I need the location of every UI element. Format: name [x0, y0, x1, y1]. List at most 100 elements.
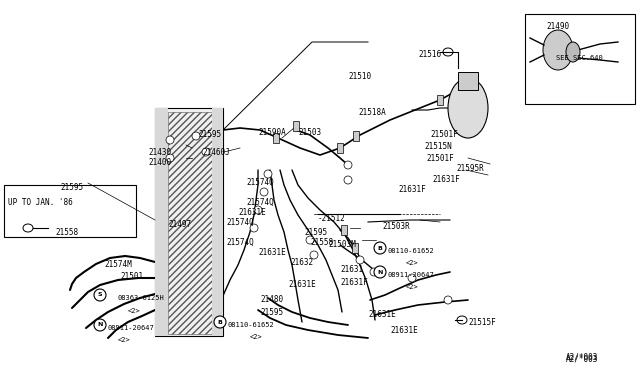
Text: 21574Q: 21574Q [226, 238, 253, 247]
Ellipse shape [443, 48, 453, 56]
Bar [353, 131, 359, 141]
Text: 21574Q: 21574Q [246, 198, 274, 207]
Bar [437, 95, 443, 105]
Text: 21480: 21480 [260, 295, 283, 304]
Text: 21558: 21558 [310, 238, 333, 247]
Circle shape [306, 236, 314, 244]
Circle shape [370, 268, 378, 276]
Ellipse shape [457, 316, 467, 324]
Text: 21490: 21490 [546, 22, 569, 31]
Circle shape [260, 188, 268, 196]
Text: 21503: 21503 [298, 128, 321, 137]
Text: 21501: 21501 [120, 272, 143, 281]
Bar [337, 143, 343, 153]
Text: 21574M: 21574M [104, 260, 132, 269]
Text: 21503R: 21503R [382, 222, 410, 231]
Bar [293, 121, 299, 131]
Circle shape [166, 154, 174, 162]
Text: <2>: <2> [118, 337, 131, 343]
Circle shape [374, 242, 386, 254]
Text: 21631E: 21631E [238, 208, 266, 217]
Text: SEE SEC.640: SEE SEC.640 [556, 55, 603, 61]
Text: 08110-61652: 08110-61652 [388, 248, 435, 254]
Text: N: N [378, 269, 383, 275]
Circle shape [356, 256, 364, 264]
Circle shape [344, 176, 352, 184]
Ellipse shape [448, 78, 488, 138]
Text: 21595: 21595 [304, 228, 327, 237]
Text: <2>: <2> [128, 308, 141, 314]
Text: 08110-61652: 08110-61652 [228, 322, 275, 328]
Circle shape [94, 289, 106, 301]
Bar [525, 14, 635, 104]
Text: 21632: 21632 [290, 258, 313, 267]
Text: S: S [98, 292, 102, 298]
Text: 21460J: 21460J [202, 148, 230, 157]
Bar [212, 108, 223, 336]
Text: 21400: 21400 [148, 158, 171, 167]
Text: 21595R: 21595R [456, 164, 484, 173]
Bar [352, 243, 358, 253]
Text: 21631F: 21631F [398, 185, 426, 194]
Text: N: N [97, 323, 102, 327]
Text: 21631E: 21631E [368, 310, 396, 319]
Text: 21631: 21631 [340, 265, 363, 274]
Text: 21501F: 21501F [426, 154, 454, 163]
Text: A2/*003: A2/*003 [566, 352, 598, 361]
Text: 21631E: 21631E [288, 280, 316, 289]
Text: 08911-20647: 08911-20647 [388, 272, 435, 278]
Circle shape [344, 161, 352, 169]
Text: 21503M: 21503M [328, 240, 356, 249]
Circle shape [444, 296, 452, 304]
Circle shape [374, 266, 386, 278]
Text: 21516: 21516 [418, 50, 441, 59]
Text: 21595: 21595 [198, 130, 221, 139]
Circle shape [202, 148, 210, 156]
Text: <2>: <2> [406, 260, 419, 266]
Ellipse shape [566, 42, 580, 62]
Text: 21558: 21558 [55, 228, 78, 237]
Text: -21512: -21512 [318, 214, 346, 223]
Circle shape [264, 170, 272, 178]
Text: B: B [378, 246, 383, 250]
Text: 21574Q: 21574Q [246, 178, 274, 187]
Text: 21595: 21595 [260, 308, 283, 317]
Bar [155, 108, 223, 336]
Text: 21430: 21430 [148, 148, 171, 157]
Bar [4, 185, 136, 237]
Circle shape [408, 274, 416, 282]
Circle shape [166, 136, 174, 144]
Text: 21595: 21595 [60, 183, 83, 192]
Text: 21631E: 21631E [390, 326, 418, 335]
Circle shape [310, 251, 318, 259]
Bar [341, 225, 347, 235]
Text: <2>: <2> [250, 334, 263, 340]
Text: 08911-20647: 08911-20647 [108, 325, 155, 331]
Bar [168, 112, 212, 334]
Ellipse shape [543, 30, 573, 70]
Text: <2>: <2> [406, 284, 419, 290]
Circle shape [254, 206, 262, 214]
Text: 21574Q: 21574Q [226, 218, 253, 227]
Text: 21515F: 21515F [468, 318, 496, 327]
Ellipse shape [23, 224, 33, 232]
Text: 21497: 21497 [168, 220, 191, 229]
Circle shape [214, 316, 226, 328]
Bar [273, 133, 279, 143]
Text: 21510: 21510 [348, 72, 371, 81]
Text: 21631F: 21631F [432, 175, 460, 184]
Bar [458, 72, 478, 90]
Circle shape [250, 224, 258, 232]
Text: 21631F: 21631F [340, 278, 368, 287]
Text: 21518A: 21518A [358, 108, 386, 117]
Text: UP TO JAN. '86: UP TO JAN. '86 [8, 198, 73, 207]
Bar [155, 108, 168, 336]
Text: A2/*003: A2/*003 [566, 355, 598, 364]
Text: 21501F: 21501F [430, 130, 458, 139]
Text: 21515N: 21515N [424, 142, 452, 151]
Circle shape [192, 132, 200, 140]
Text: 21631E: 21631E [258, 248, 285, 257]
Circle shape [94, 319, 106, 331]
Text: 08363-6125H: 08363-6125H [118, 295, 164, 301]
Text: B: B [218, 320, 223, 324]
